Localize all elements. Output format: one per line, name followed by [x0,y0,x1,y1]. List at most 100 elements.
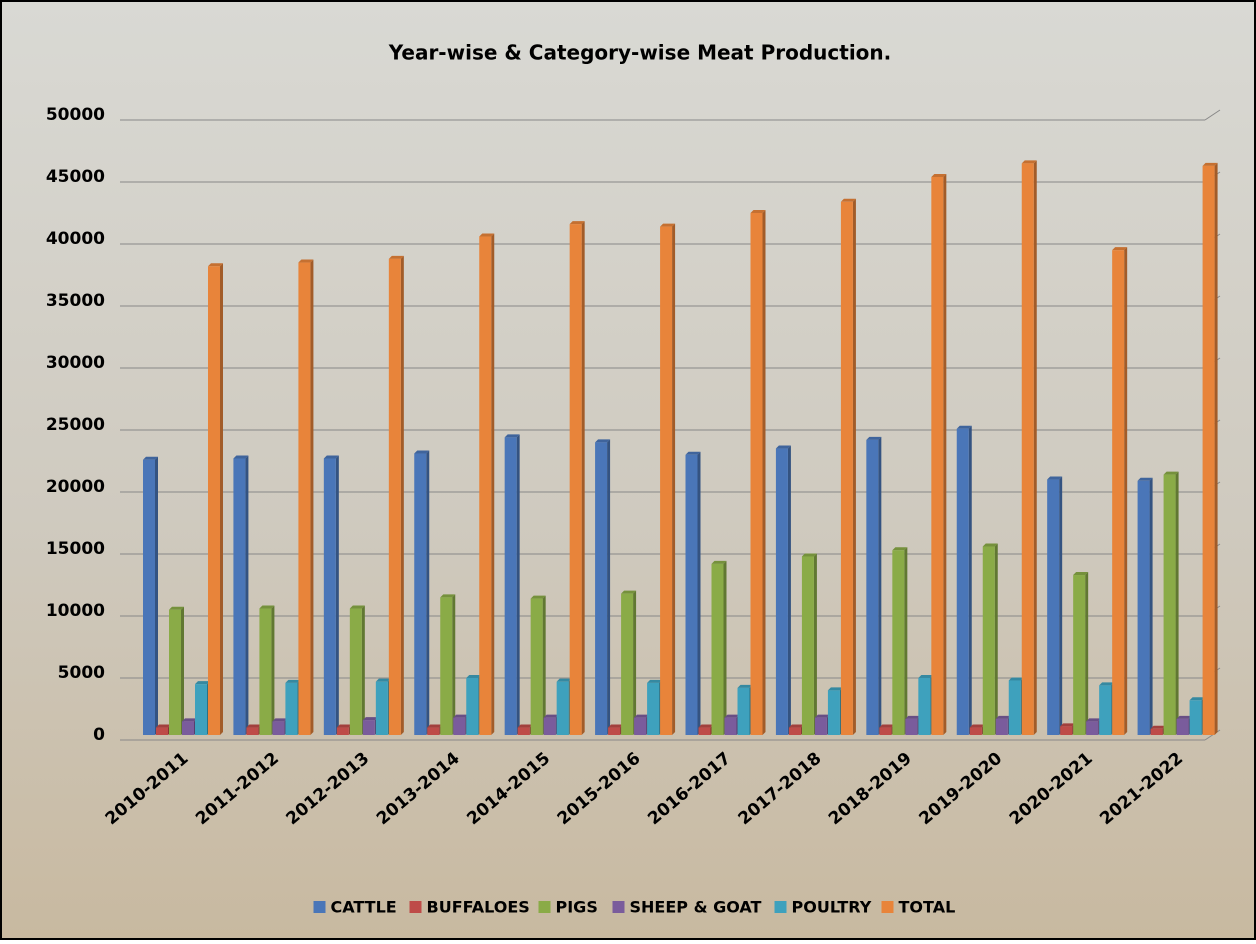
grid-line-depth [1204,109,1221,121]
bar-top [479,233,495,237]
bar-top [1099,682,1115,686]
bar-side [904,547,908,735]
bar [969,727,982,735]
bar-top [349,605,365,609]
bar [1021,163,1034,736]
bar-side [361,605,365,735]
bar-top [1112,247,1128,251]
bar-side [852,198,856,736]
bar-top [208,263,223,267]
bar-top [466,674,482,678]
bar [504,437,517,735]
y-tick-label: 10000 [46,601,105,621]
bar-top [414,450,430,454]
bar-top [737,684,753,688]
bar-side [968,425,972,735]
bar-top [982,543,998,547]
bar-side [271,605,275,735]
bar-top [233,455,249,459]
legend-swatch [313,901,326,913]
bar-top [375,678,391,682]
bar-side [542,595,546,735]
bar-side [607,439,611,735]
bar-side [697,451,701,735]
bar [1202,165,1215,736]
bar [595,442,608,735]
bar [724,717,737,735]
bar [866,439,879,735]
bar [362,720,375,735]
bar-top [285,679,301,683]
bar-top [995,715,1011,719]
bar-top [569,221,585,225]
bar [1163,474,1176,735]
bar-top [1137,477,1153,481]
bar [543,717,556,735]
bar-side [1059,476,1063,735]
bar [827,690,840,735]
bar [556,681,569,735]
bar-side [1214,162,1218,736]
bar-top [1047,476,1063,480]
bar [427,727,440,735]
bar [775,448,788,735]
bar [298,262,311,735]
bar [388,258,401,735]
bar-side [878,436,882,735]
legend-label: TOTAL [899,898,956,917]
bar-side [1033,160,1037,736]
legend-swatch [774,901,787,913]
bar-top [182,718,197,722]
bar [982,546,995,735]
bar [840,201,853,736]
bar-top [323,455,339,459]
bar [182,721,194,735]
legend-swatch [409,901,422,913]
bar-top [814,714,830,718]
bar-side [672,223,676,735]
bar-side [813,553,817,735]
bar-side [310,259,314,735]
bar-side [155,456,158,735]
bar [995,718,1008,735]
bar-top [1060,723,1076,727]
y-tick-label: 35000 [46,291,105,311]
bar-top [388,255,404,259]
bar-side [426,450,430,735]
bar [737,687,750,735]
bar [323,458,336,735]
bar-top [298,259,314,263]
bar-top [1150,725,1166,729]
bar-top [1176,715,1192,719]
bar [479,236,492,735]
bar-top [156,724,171,728]
bar-top [1202,162,1218,166]
bar [814,717,827,735]
bar-top [608,724,624,728]
bar [169,609,181,735]
bar-side [1085,572,1089,735]
bar-side [581,221,585,735]
bar [517,727,530,735]
bar-top [647,679,663,683]
bar-top [336,724,352,728]
bar-top [827,687,843,691]
bar-top [195,681,210,685]
bar-side [994,543,998,735]
bar-top [660,223,676,227]
bar-top [956,425,972,429]
bar [466,677,479,735]
bar-top [556,678,572,682]
bar-side [335,455,339,735]
bar [208,266,220,735]
y-tick-label: 5000 [58,663,105,683]
bar [801,556,814,735]
bar-side [723,560,727,735]
bar-top [866,436,882,440]
bar-top [685,451,701,455]
bar-top [517,724,533,728]
legend-swatch [881,901,894,913]
bar-top [634,714,650,718]
bar-top [801,553,817,557]
